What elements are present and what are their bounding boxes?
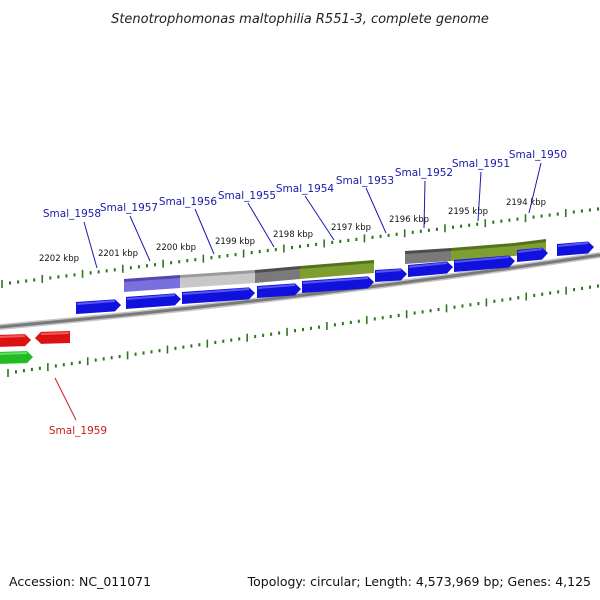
gene-label-smal-1951: Smal_1951	[452, 158, 510, 170]
gene-label-smal-1959: Smal_1959	[49, 425, 107, 437]
feature-bar-darkgray	[405, 250, 451, 264]
gene-leader-line	[528, 162, 542, 214]
gene-label-smal-1953: Smal_1953	[336, 175, 394, 187]
gene-label-smal-1952: Smal_1952	[395, 167, 453, 179]
cds-arrows	[0, 241, 594, 364]
cds-arrow-forward-highlight	[557, 242, 589, 247]
feature-bar-olive-edge	[300, 260, 374, 269]
cds-arrow-forward-highlight	[517, 248, 543, 253]
cds-arrow-forward-highlight	[76, 300, 116, 305]
cds-arrow-forward-highlight	[182, 288, 250, 295]
gene-label-smal-1954: Smal_1954	[276, 183, 335, 195]
feature-bar-olive	[300, 262, 374, 279]
cds-arrow-green-highlight	[0, 352, 28, 355]
kbp-label: 2201 kbp	[98, 249, 138, 259]
cds-arrow-red-highlight	[40, 332, 70, 335]
gene-leader-line	[304, 195, 335, 241]
feature-bar-olive-edge	[514, 239, 546, 246]
kbp-label: 2195 kbp	[448, 207, 488, 217]
gene-leader-line	[477, 171, 482, 222]
cds-arrow-forward-highlight	[375, 269, 402, 273]
kbp-label: 2200 kbp	[156, 243, 196, 253]
gene-label-smal-1958: Smal_1958	[43, 208, 101, 220]
feature-bar-lightgray-edge	[180, 270, 255, 278]
cds-arrow-forward	[454, 255, 515, 272]
kbp-scale-labels: 2202 kbp 2201 kbp 2200 kbp 2199 kbp 2198 kbp…	[39, 198, 546, 264]
kbp-label: 2199 kbp	[215, 237, 255, 247]
kbp-label: 2194 kbp	[506, 198, 546, 208]
feature-bar-darkgray-edge	[255, 266, 300, 273]
cds-arrow-forward-highlight	[257, 284, 296, 289]
accession-text: Accession: NC_011071	[9, 574, 151, 589]
gene-label-smal-1957: Smal_1957	[100, 202, 158, 214]
gene-leader-line	[129, 215, 151, 262]
feature-bar-lavender-edge	[124, 275, 180, 282]
gene-leader-line	[247, 202, 275, 248]
feature-bar-olive-edge	[451, 243, 514, 251]
gene-leader-line	[83, 221, 98, 269]
cds-arrow-forward	[182, 287, 255, 304]
gene-leader-line	[54, 377, 77, 421]
gene-leader-line	[194, 208, 215, 255]
gene-label-smal-1955: Smal_1955	[218, 190, 276, 202]
upper-scale-ticks	[1, 207, 599, 288]
cds-arrow-forward	[302, 276, 374, 293]
cds-arrow-forward-highlight	[126, 294, 176, 300]
gene-leader-line	[423, 180, 426, 229]
cds-arrow-forward-highlight	[454, 256, 510, 263]
feature-bar-darkgray-edge	[405, 248, 451, 254]
gene-leader-line	[365, 187, 387, 234]
kbp-label: 2198 kbp	[273, 230, 313, 240]
cds-arrow-red-highlight	[0, 335, 26, 338]
cds-arrow-forward-highlight	[408, 262, 448, 268]
gene-leader-lines	[54, 162, 542, 421]
cds-arrow-forward-highlight	[302, 277, 369, 284]
feature-bars	[124, 239, 546, 292]
kbp-label: 2196 kbp	[389, 215, 429, 225]
genome-backbone	[0, 253, 600, 329]
gene-label-smal-1956: Smal_1956	[159, 196, 218, 208]
lower-scale-ticks	[7, 284, 599, 377]
gene-label-smal-1950: Smal_1950	[509, 149, 567, 161]
kbp-label: 2202 kbp	[39, 254, 79, 264]
topology-text: Topology: circular; Length: 4,573,969 bp…	[247, 574, 591, 589]
kbp-label: 2197 kbp	[331, 223, 371, 233]
map-title: Stenotrophomonas maltophilia R551-3, com…	[111, 12, 489, 27]
